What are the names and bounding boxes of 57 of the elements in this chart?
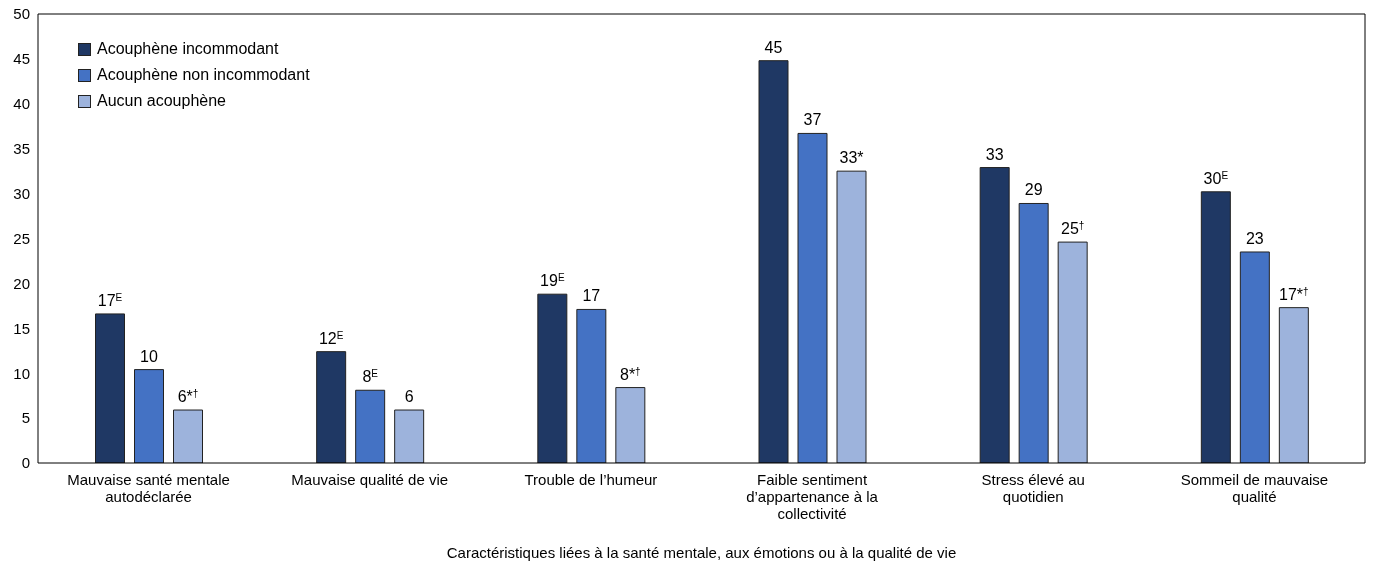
bar — [95, 313, 125, 463]
legend-label: Acouphène non incommodant — [97, 65, 310, 85]
bar — [537, 293, 568, 463]
data-label: 17*$^{†}$ — [1279, 285, 1309, 303]
bar — [316, 351, 347, 463]
data-label: 8*$^{†}$ — [619, 365, 641, 383]
data-label: 8$^{E}$ — [362, 367, 379, 386]
y-tick-label: 5 — [21, 409, 30, 427]
bar — [797, 132, 828, 463]
y-tick-label: 40 — [13, 95, 30, 113]
bar — [758, 60, 789, 463]
bar — [836, 170, 867, 463]
x-tick-label: Trouble de l’humeur — [524, 471, 658, 488]
bar — [576, 308, 607, 463]
legend-label: Aucun acouphène — [97, 91, 226, 111]
y-tick-label: 30 — [13, 184, 30, 202]
bar — [134, 369, 164, 463]
bar — [1018, 202, 1049, 463]
y-tick-label: 0 — [21, 454, 30, 472]
x-tick-label: Stress élevé au quotidien — [981, 471, 1085, 505]
bar — [615, 387, 646, 463]
data-label: 10 — [140, 347, 158, 365]
bar — [1200, 191, 1231, 463]
data-label: 6 — [404, 388, 414, 406]
y-tick-label: 45 — [13, 50, 30, 68]
data-label: 29 — [1024, 181, 1043, 199]
bar — [173, 409, 203, 463]
y-tick-label: 25 — [13, 229, 30, 247]
bar — [1057, 241, 1088, 463]
data-label: 33 — [985, 145, 1004, 163]
bar — [394, 409, 425, 463]
legend-label: Acouphène incommodant — [97, 39, 279, 59]
y-tick-label: 35 — [13, 140, 30, 158]
data-label: 17 — [582, 287, 601, 305]
y-tick-label: 10 — [13, 364, 30, 382]
data-label: 37 — [803, 111, 822, 129]
bar — [979, 167, 1010, 463]
y-tick-label: 50 — [13, 5, 30, 23]
bar — [1278, 307, 1309, 463]
y-tick-label: 15 — [13, 319, 30, 337]
y-tick-label: 20 — [13, 274, 30, 292]
data-label: 33* — [839, 149, 864, 167]
x-axis-title: Caractéristiques liées à la santé mentale, aux émotions ou à la qualité de vie — [446, 544, 957, 561]
x-tick-label: Sommeil de mauvaise qualité — [1180, 471, 1329, 505]
x-tick-label: Faible sentiment d’appartenance à la collectivité — [746, 471, 879, 522]
data-label: 45 — [764, 38, 783, 56]
bar — [1239, 251, 1270, 463]
x-tick-label: Mauvaise santé mentale autodéclarée — [67, 471, 230, 505]
data-label: 19$^{E}$ — [540, 271, 565, 290]
data-label: 23 — [1245, 229, 1264, 247]
data-label: 17$^{E}$ — [97, 291, 123, 309]
data-label: 30$^{E}$ — [1203, 169, 1229, 187]
data-label: 12$^{E}$ — [318, 329, 344, 347]
data-label: 6*$^{†}$ — [177, 387, 199, 406]
x-tick-label: Mauvaise qualité de vie — [291, 471, 449, 488]
data-label: 25$^{†}$ — [1060, 219, 1085, 238]
bar — [355, 389, 386, 463]
